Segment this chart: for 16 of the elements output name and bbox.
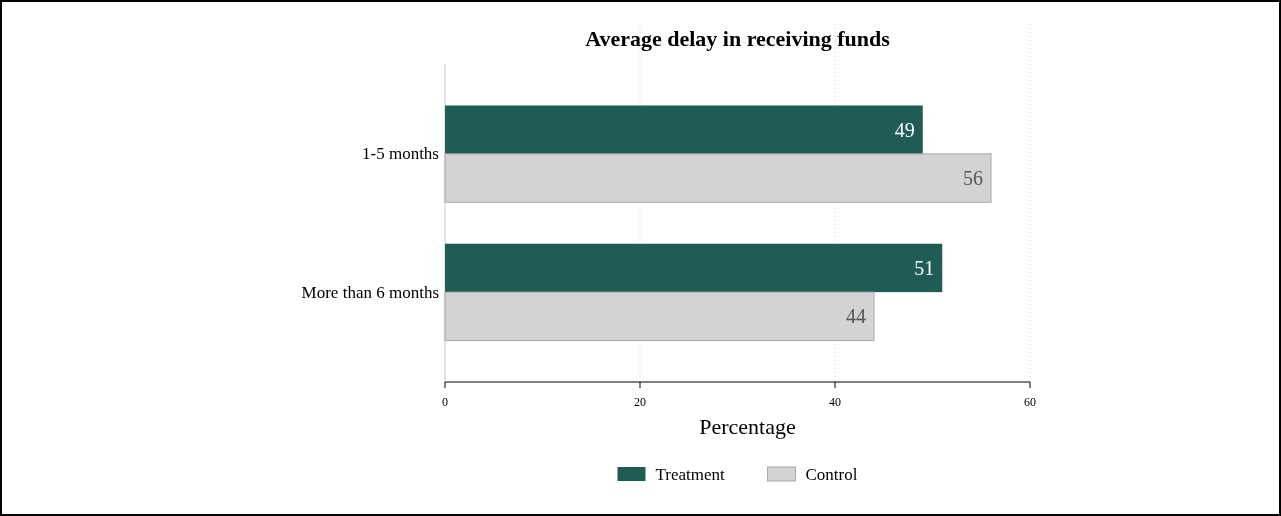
legend-label: Treatment bbox=[655, 464, 726, 484]
data-label: 49 bbox=[894, 118, 915, 141]
x-tick-label: 20 bbox=[634, 395, 646, 409]
bar bbox=[445, 105, 923, 154]
y-tick-label: More than 6 months bbox=[301, 282, 439, 302]
x-tick-label: 40 bbox=[829, 395, 841, 409]
data-label: 44 bbox=[846, 305, 866, 328]
bar bbox=[445, 243, 943, 293]
y-tick-label: 1-5 months bbox=[362, 144, 439, 164]
legend-label: Control bbox=[805, 464, 858, 484]
x-axis-title: Percentage bbox=[699, 414, 796, 439]
data-label: 56 bbox=[963, 167, 983, 190]
x-tick-label: 60 bbox=[1024, 395, 1036, 409]
x-tick-label: 0 bbox=[442, 395, 448, 409]
chart-title: Average delay in receiving funds bbox=[585, 26, 891, 51]
data-label: 51 bbox=[914, 256, 935, 279]
